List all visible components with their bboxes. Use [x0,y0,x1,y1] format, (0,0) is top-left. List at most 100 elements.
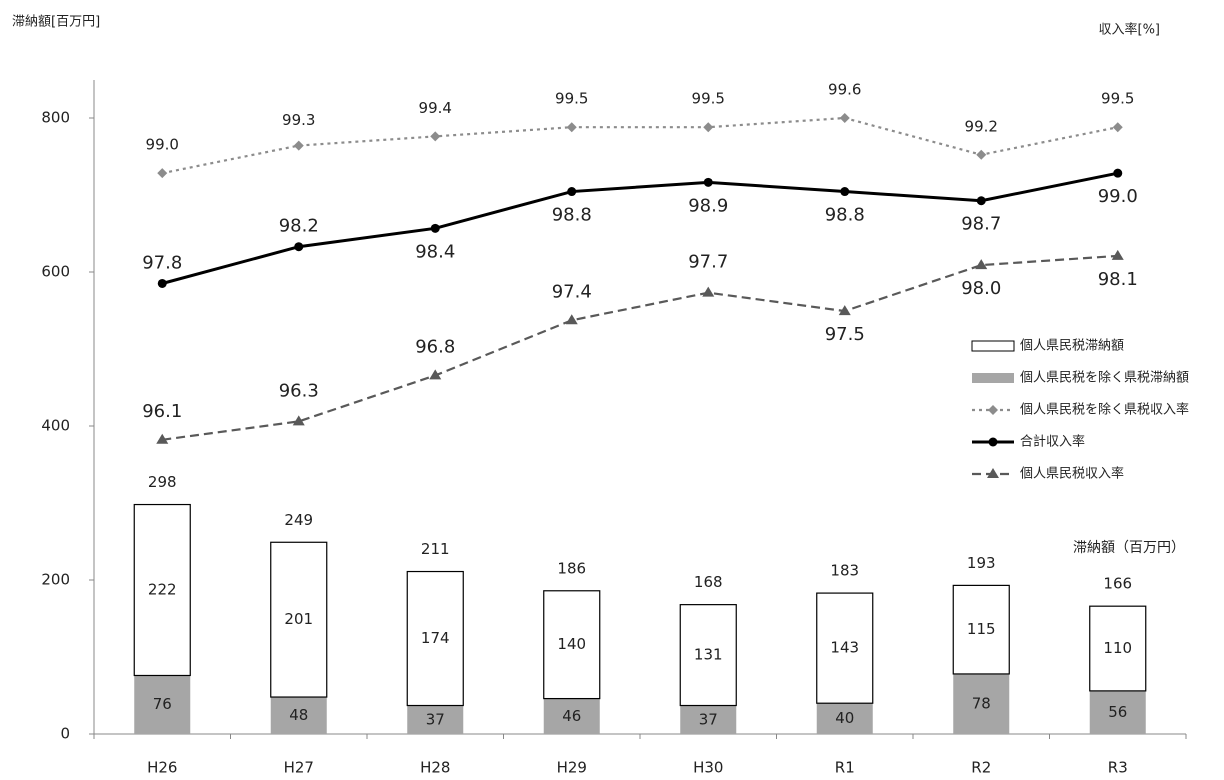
line-marker [430,223,440,233]
y-tick-label: 800 [41,109,70,127]
line-marker [840,187,850,197]
line-marker [157,278,167,288]
x-tick-label: R3 [1108,759,1128,777]
line-marker [430,131,441,142]
line-marker [157,168,168,179]
line-marker [1112,122,1123,133]
bar-segment [270,541,328,698]
line-marker [702,286,715,297]
line-value-label: 99.0 [1098,186,1138,207]
x-tick-label: H27 [284,759,314,777]
line-value-label: 97.7 [688,252,728,273]
bar-total-label: 183 [830,562,859,580]
bar-segment [270,697,327,734]
line-value-label: 99.5 [1101,90,1134,108]
bar-value-label: 131 [694,646,723,664]
line-marker [292,415,305,426]
line-marker [839,113,850,123]
line-marker [1113,168,1123,178]
bar-segment [679,604,737,707]
bar-segment [1089,605,1147,692]
line-marker [703,122,714,133]
line-value-label: 97.4 [552,281,592,302]
line-value-label: 98.8 [552,205,592,226]
bar-segment [816,592,874,704]
line [162,116,1118,175]
x-tick-label: H29 [557,759,587,777]
x-tick-label: R1 [835,759,855,777]
bar-segment [953,673,1010,734]
bar-value-label: 222 [148,581,177,599]
legend-label: 個人県民税収入率 [1020,466,1124,482]
bar-value-label: 37 [426,710,445,728]
x-tick-label: R2 [971,759,991,777]
line-value-label: 97.5 [825,324,865,345]
bar-value-label: 115 [967,620,996,638]
annotation: 滞納額（百万円） [1073,540,1185,556]
line-value-label: 98.2 [279,216,319,237]
line-value-label: 96.3 [279,380,319,401]
legend-label: 個人県民税滞納額 [1020,339,1124,354]
y2-axis-label: 収入率[%] [1099,22,1161,38]
y-axis-label: 滞納額[百万円] [12,15,100,30]
y-tick-label: 0 [60,725,70,743]
legend-marker [988,437,998,447]
line-marker [429,369,442,380]
bar-value-label: 174 [421,629,450,647]
bar-value-label: 76 [153,695,172,713]
line-value-label: 99.4 [419,99,452,117]
y-tick-label: 400 [41,417,70,435]
line-marker [567,187,577,197]
bar-total-label: 298 [148,473,177,491]
bar-total-label: 193 [967,554,996,572]
bar-segment [952,584,1010,675]
bar-value-label: 37 [699,710,718,728]
line-value-label: 99.5 [692,90,725,108]
line [162,254,1118,441]
bar-segment [406,570,464,707]
bar-total-label: 168 [694,573,723,591]
bar-segment [133,503,191,677]
bar-value-label: 48 [289,706,308,724]
line-marker [975,259,988,270]
bar-total-label: 166 [1103,575,1132,593]
line-value-label: 96.8 [415,336,455,357]
line-value-label: 99.3 [282,111,315,129]
legend-swatch [971,340,1015,352]
line-marker [703,177,713,187]
bar-value-label: 143 [830,639,859,657]
line-marker [566,122,577,133]
line-value-label: 96.1 [142,401,182,422]
line [161,171,1119,285]
bar-segment [407,705,464,734]
line-value-label: 98.9 [688,195,728,216]
bar-value-label: 40 [835,709,854,727]
line-value-label: 97.8 [142,252,182,273]
legend-label: 合計収入率 [1020,434,1085,450]
bar-value-label: 46 [562,707,581,725]
bar-value-label: 56 [1108,703,1127,721]
bar-value-label: 201 [284,610,313,628]
line-value-label: 98.7 [961,214,1001,235]
line-marker [293,140,304,151]
line-value-label: 98.8 [825,205,865,226]
bar-total-label: 249 [284,511,313,529]
y-tick-label: 200 [41,571,70,589]
line-marker [294,242,304,252]
line-value-label: 98.1 [1098,269,1138,290]
line-marker [976,149,987,160]
x-tick-label: H28 [420,759,450,777]
legend-marker [988,405,998,415]
x-tick-label: H26 [147,759,177,777]
line-value-label: 99.2 [965,117,998,135]
line-value-label: 99.5 [555,90,588,108]
line-marker [838,305,851,316]
line-marker [1111,249,1124,260]
legend-label: 個人県民税を除く県税収入率 [1020,402,1189,418]
line-value-label: 98.4 [415,241,455,262]
line-marker [565,314,578,325]
line-value-label: 99.6 [828,81,861,99]
bar-segment [680,705,737,734]
bar-total-label: 211 [421,540,450,558]
